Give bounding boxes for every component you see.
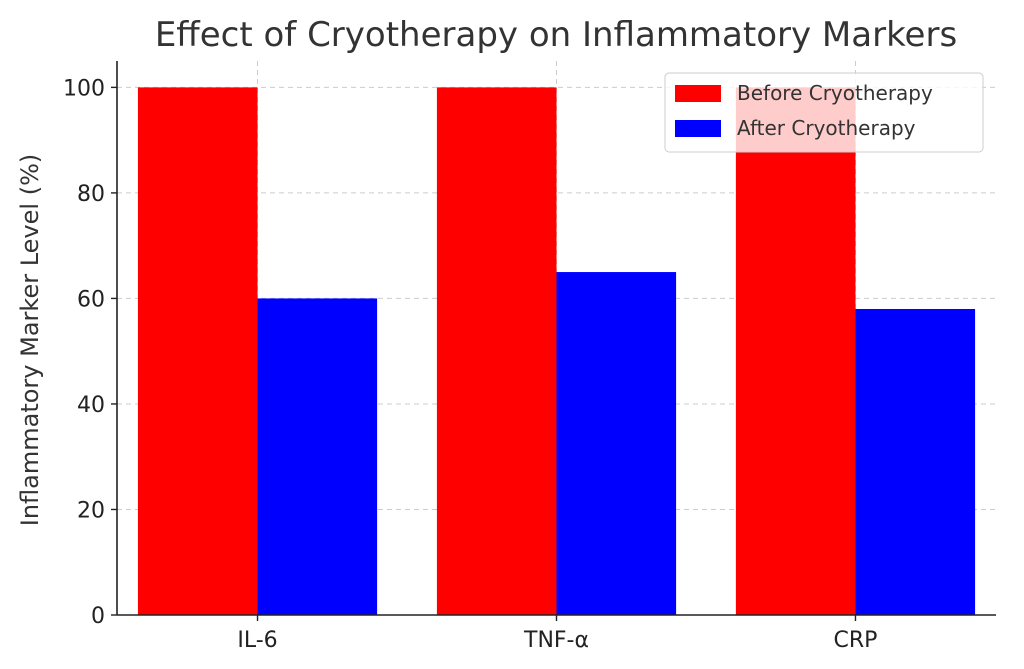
legend-swatch-1 <box>675 120 721 137</box>
legend-label-1: After Cryotherapy <box>737 116 916 140</box>
legend: Before Cryotherapy After Cryotherapy <box>664 72 984 153</box>
bar-before-1 <box>436 87 557 615</box>
legend-swatch-0 <box>675 85 721 102</box>
y-axis-label: Inflammatory Marker Level (%) <box>16 154 44 526</box>
bar-after-1 <box>556 272 677 615</box>
x-tick-label-1: TNF-α <box>523 628 589 653</box>
bar-after-0 <box>257 298 378 615</box>
bar-after-2 <box>855 308 976 615</box>
bar-before-2 <box>735 87 856 615</box>
x-tick-label-0: IL-6 <box>237 628 277 653</box>
y-tick-label-1: 20 <box>77 498 105 523</box>
chart-title: Effect of Cryotherapy on Inflammatory Ma… <box>155 15 957 55</box>
y-tick-label-5: 100 <box>63 76 105 101</box>
y-tick-label-4: 80 <box>77 182 105 207</box>
legend-label-0: Before Cryotherapy <box>737 81 933 105</box>
legend-box <box>664 72 984 153</box>
y-tick-label-2: 40 <box>77 393 105 418</box>
axes: 0 20 40 60 80 100 IL-6 TNF-α CRP <box>63 61 996 653</box>
x-tick-label-2: CRP <box>834 628 878 653</box>
bar-before-0 <box>137 87 258 615</box>
y-tick-label-3: 60 <box>77 287 105 312</box>
bars <box>137 87 976 615</box>
y-tick-label-0: 0 <box>91 604 105 629</box>
